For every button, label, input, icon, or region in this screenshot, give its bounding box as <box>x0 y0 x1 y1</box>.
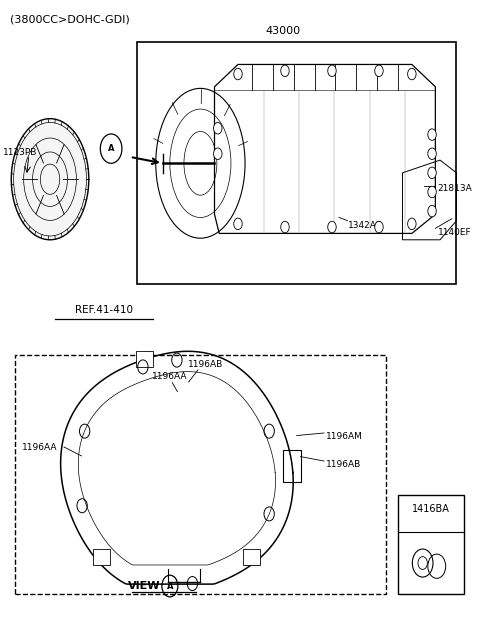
Text: 1342AB: 1342AB <box>348 220 384 229</box>
Circle shape <box>428 167 436 178</box>
Text: 1196AB: 1196AB <box>326 460 361 470</box>
Circle shape <box>428 129 436 141</box>
Circle shape <box>281 65 289 77</box>
Circle shape <box>281 221 289 233</box>
Text: A: A <box>108 144 114 153</box>
Text: REF.41-410: REF.41-410 <box>75 305 133 315</box>
Circle shape <box>375 65 383 77</box>
Text: 43000: 43000 <box>265 26 300 36</box>
Text: 1416BA: 1416BA <box>412 504 450 514</box>
Text: A: A <box>167 581 173 590</box>
Circle shape <box>428 205 436 217</box>
Circle shape <box>214 148 222 160</box>
Text: 1123PB: 1123PB <box>3 148 37 157</box>
Circle shape <box>408 68 416 80</box>
Text: (3800CC>DOHC-GDI): (3800CC>DOHC-GDI) <box>10 15 130 25</box>
Text: 1140EF: 1140EF <box>438 228 471 237</box>
Circle shape <box>428 148 436 160</box>
FancyBboxPatch shape <box>243 549 260 564</box>
Circle shape <box>214 123 222 134</box>
Circle shape <box>428 186 436 197</box>
FancyBboxPatch shape <box>136 351 153 367</box>
Text: 1196AM: 1196AM <box>326 433 363 442</box>
Circle shape <box>375 221 383 233</box>
Circle shape <box>234 218 242 229</box>
Text: 1196AB: 1196AB <box>188 360 223 369</box>
FancyBboxPatch shape <box>137 42 456 284</box>
Text: VIEW: VIEW <box>128 581 160 591</box>
Circle shape <box>328 65 336 77</box>
Text: 21813A: 21813A <box>438 184 472 193</box>
Circle shape <box>328 221 336 233</box>
Circle shape <box>408 218 416 229</box>
FancyBboxPatch shape <box>94 549 110 564</box>
Text: 1196AA: 1196AA <box>152 373 188 381</box>
Circle shape <box>234 68 242 80</box>
Text: 1196AA: 1196AA <box>22 443 57 452</box>
FancyBboxPatch shape <box>398 495 464 594</box>
Ellipse shape <box>11 119 89 240</box>
FancyBboxPatch shape <box>15 355 386 594</box>
